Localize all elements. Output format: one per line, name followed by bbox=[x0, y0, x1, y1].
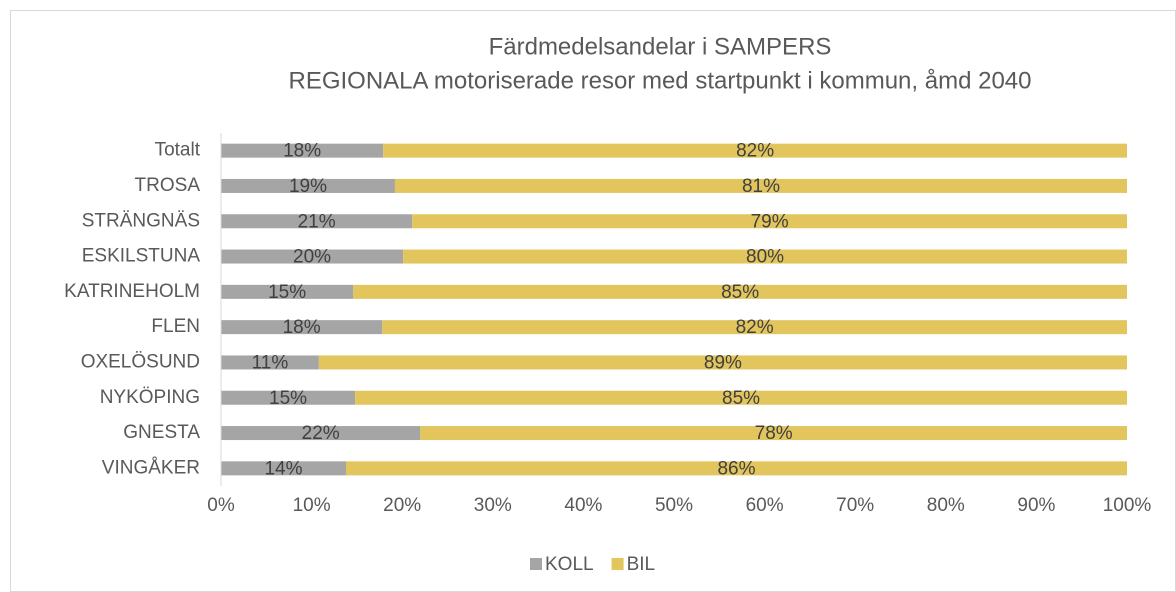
bar bbox=[383, 143, 1127, 158]
data-label: 18% bbox=[283, 141, 321, 162]
y-tick-label: OXELÖSUND bbox=[81, 351, 200, 372]
data-label: 89% bbox=[704, 352, 742, 373]
bar bbox=[221, 249, 404, 264]
data-label: 22% bbox=[302, 423, 340, 444]
y-tick-label: FLEN bbox=[151, 316, 200, 337]
data-label: 81% bbox=[742, 176, 780, 197]
data-label: 21% bbox=[298, 211, 336, 232]
bar bbox=[221, 178, 395, 193]
data-label: 19% bbox=[289, 176, 327, 197]
data-label: 78% bbox=[755, 423, 793, 444]
y-tick-label: Totalt bbox=[155, 140, 201, 161]
data-label: 18% bbox=[283, 317, 321, 338]
x-tick-label: 100% bbox=[1103, 495, 1152, 516]
bar bbox=[318, 355, 1127, 370]
bar bbox=[394, 178, 1127, 193]
y-tick-label: ESKILSTUNA bbox=[82, 246, 201, 267]
x-tick-label: 90% bbox=[1017, 495, 1055, 516]
bar bbox=[221, 426, 421, 441]
bar bbox=[221, 461, 347, 476]
legend-label: KOLL bbox=[545, 554, 594, 575]
data-label: 20% bbox=[293, 247, 331, 268]
legend-swatch bbox=[530, 558, 542, 570]
x-tick-label: 60% bbox=[746, 495, 784, 516]
chart-subtitle: REGIONALA motoriserade resor med startpu… bbox=[289, 67, 1032, 94]
x-tick-label: 80% bbox=[927, 495, 965, 516]
chart-title: Färdmedelsandelar i SAMPERS bbox=[489, 33, 832, 60]
bar bbox=[221, 214, 413, 229]
bar bbox=[221, 355, 319, 370]
x-tick-label: 70% bbox=[836, 495, 874, 516]
data-label: 79% bbox=[751, 211, 789, 232]
x-tick-label: 10% bbox=[293, 495, 331, 516]
data-label: 85% bbox=[721, 282, 759, 303]
bar bbox=[346, 461, 1127, 476]
x-tick-label: 50% bbox=[655, 495, 693, 516]
bar bbox=[412, 214, 1127, 229]
y-tick-label: GNESTA bbox=[123, 422, 200, 443]
legend-label: BIL bbox=[627, 554, 656, 575]
bar bbox=[221, 320, 383, 335]
y-tick-label: NYKÖPING bbox=[100, 387, 200, 408]
bar bbox=[420, 426, 1127, 441]
bar bbox=[353, 284, 1127, 299]
y-tick-label: VINGÅKER bbox=[102, 457, 200, 478]
bar bbox=[221, 143, 384, 158]
data-label: 15% bbox=[268, 282, 306, 303]
bar bbox=[382, 320, 1127, 335]
x-tick-label: 30% bbox=[474, 495, 512, 516]
data-label: 15% bbox=[269, 388, 307, 409]
data-label: 80% bbox=[746, 247, 784, 268]
bar bbox=[355, 390, 1127, 405]
y-tick-label: STRÄNGNÄS bbox=[82, 210, 200, 231]
legend-swatch bbox=[611, 558, 624, 570]
x-tick-label: 40% bbox=[564, 495, 602, 516]
data-label: 85% bbox=[722, 388, 760, 409]
data-label: 82% bbox=[736, 141, 774, 162]
data-label: 14% bbox=[264, 458, 302, 479]
y-tick-label: TROSA bbox=[135, 175, 201, 196]
bar bbox=[221, 390, 356, 405]
chart-border bbox=[10, 10, 1176, 592]
x-tick-label: 0% bbox=[207, 495, 235, 516]
y-tick-label: KATRINEHOLM bbox=[64, 281, 200, 302]
bar bbox=[221, 284, 354, 299]
bar bbox=[403, 249, 1128, 264]
data-label: 82% bbox=[736, 317, 774, 338]
x-tick-label: 20% bbox=[383, 495, 421, 516]
data-label: 86% bbox=[717, 458, 755, 479]
data-label: 11% bbox=[252, 352, 289, 373]
